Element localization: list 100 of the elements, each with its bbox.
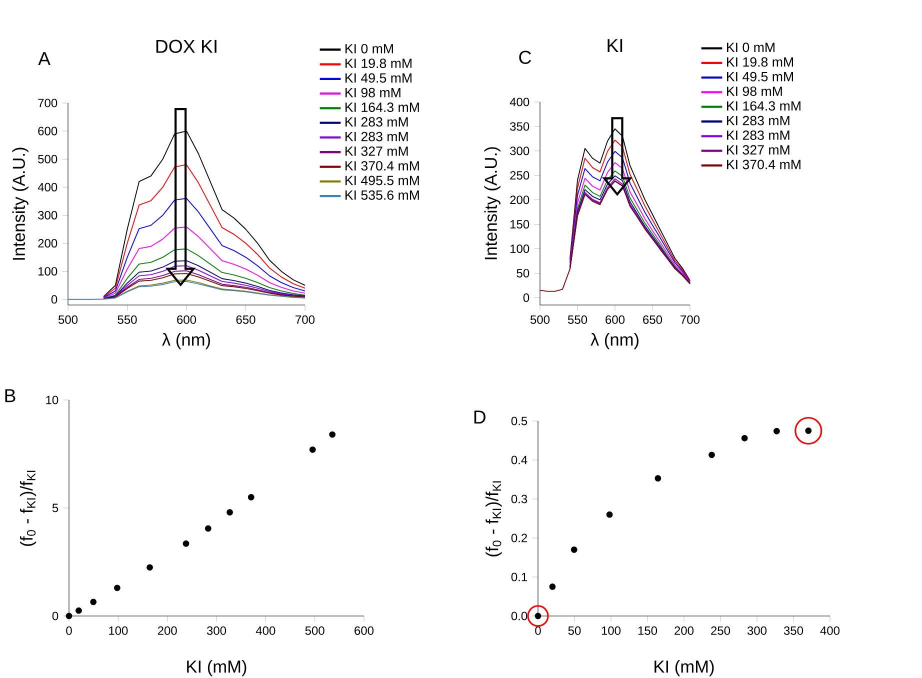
- y-axis-title: (f$_{0}$ - f$_{KI}$)/f$_{KI}$: [20, 470, 36, 546]
- y-tick-label: 250: [510, 171, 530, 180]
- line-series: [103, 198, 306, 298]
- point: [204, 525, 212, 532]
- point: [741, 434, 748, 442]
- x-tick-label: 300: [747, 626, 767, 635]
- x-tick-label: 0: [66, 626, 72, 635]
- legend-label: KI 370.4 mM: [727, 160, 800, 170]
- legend-label: KI 327 mM: [727, 145, 790, 155]
- legend-label: KI 0 mM: [727, 42, 774, 52]
- y-tick-label: 300: [38, 210, 58, 220]
- y-axis-title: Intensity (A.U.): [484, 147, 500, 260]
- legend-label: KI 283 mM: [346, 132, 408, 142]
- point: [146, 564, 153, 571]
- legend-label: KI 327 mM: [346, 146, 408, 156]
- x-tick-label: 650: [643, 315, 662, 324]
- y-tick-label: 400: [510, 98, 530, 106]
- x-tick-label: 700: [680, 315, 700, 324]
- y-tick-label: 350: [510, 122, 530, 131]
- y-tick-label: 0: [523, 293, 530, 302]
- y-tick-label: 0.3: [511, 494, 528, 504]
- chart-title: DOX KI: [156, 40, 216, 53]
- y-tick-label: 300: [510, 146, 530, 156]
- point: [66, 612, 72, 620]
- y-tick-label: 200: [38, 239, 58, 248]
- y-tick-label: 0.1: [511, 572, 528, 582]
- y-tick-label: 150: [510, 220, 530, 229]
- text: D: [474, 410, 486, 424]
- legend-label: KI 49.5 mM: [727, 72, 793, 82]
- text: C: [519, 50, 532, 64]
- y-tick-label: 10: [46, 396, 58, 404]
- x-axis-title: KI (mM): [654, 660, 714, 676]
- point: [774, 428, 780, 434]
- legend-label: KI 495.5 mM: [346, 176, 419, 186]
- point: [708, 452, 715, 458]
- x-tick-label: 50: [568, 626, 581, 635]
- x-tick-label: 500: [305, 626, 324, 635]
- legend-label: KI 370.4 mM: [346, 161, 419, 171]
- y-tick-label: 100: [38, 267, 58, 276]
- point: [182, 540, 190, 547]
- x-tick-label: 600: [606, 315, 625, 324]
- legend-label: KI 164.3 mM: [346, 102, 419, 112]
- legend-label: KI 283 mM: [727, 116, 790, 126]
- legend-label: KI 164.3 mM: [727, 101, 800, 111]
- line-series: [114, 265, 306, 298]
- x-axis-title: λ (nm): [162, 333, 210, 350]
- legend-label: KI 49.5 mM: [346, 73, 412, 83]
- x-tick-label: 100: [109, 626, 128, 635]
- y-tick-label: 0: [51, 295, 58, 304]
- legend-label: KI 0 mM: [346, 44, 393, 54]
- x-tick-label: 550: [568, 315, 588, 324]
- text: A: [38, 52, 51, 65]
- legend-label: KI 98 mM: [727, 86, 782, 96]
- x-tick-label: 350: [784, 626, 804, 635]
- x-tick-label: 600: [354, 626, 374, 635]
- point: [90, 598, 97, 606]
- y-axis-title: Intensity (A.U.): [12, 148, 28, 260]
- y-tick-label: 0.4: [511, 456, 528, 464]
- legend-label: KI 535.6 mM: [346, 190, 419, 200]
- text: B: [5, 389, 16, 402]
- point: [570, 546, 578, 553]
- x-tick-label: 400: [256, 626, 276, 635]
- x-tick-label: 700: [296, 315, 315, 324]
- y-tick-label: 700: [38, 98, 58, 108]
- y-tick-label: 200: [510, 196, 530, 204]
- line-series: [540, 180, 690, 292]
- y-tick-label: 0.5: [511, 416, 528, 426]
- y-tick-label: 400: [38, 182, 58, 192]
- x-tick-label: 500: [58, 315, 78, 324]
- legend-label: KI 283 mM: [727, 130, 790, 140]
- y-tick-label: 0: [52, 612, 58, 620]
- y-tick-label: 100: [510, 244, 530, 253]
- y-tick-label: 0.2: [511, 534, 527, 542]
- y-tick-label: 50: [516, 268, 530, 278]
- point: [76, 607, 82, 614]
- legend-label: KI 283 mM: [346, 117, 408, 127]
- x-tick-label: 250: [711, 626, 730, 635]
- x-tick-label: 200: [674, 626, 694, 635]
- y-tick-label: 0.0: [511, 612, 528, 620]
- x-axis-title: KI (mM): [187, 660, 246, 676]
- line-series: [103, 273, 306, 300]
- line-series: [114, 280, 306, 298]
- y-tick-label: 5: [52, 504, 58, 512]
- point: [654, 475, 662, 482]
- y-tick-label: 600: [38, 126, 58, 136]
- x-tick-label: 200: [158, 626, 177, 635]
- x-tick-label: 550: [118, 315, 137, 324]
- point: [329, 431, 336, 438]
- point: [248, 494, 254, 500]
- point: [114, 584, 120, 592]
- point: [549, 584, 556, 590]
- point: [309, 446, 316, 453]
- legend-label: KI 98 mM: [346, 88, 400, 98]
- x-tick-label: 300: [206, 626, 226, 635]
- line-series: [114, 270, 306, 298]
- chart-title: KI: [608, 39, 622, 52]
- legend-label: KI 19.8 mM: [727, 57, 793, 67]
- x-tick-label: 400: [820, 626, 840, 635]
- y-axis-title: (f$_{0}$ - f$_{KI}$)/f$_{KI}$: [486, 481, 502, 556]
- x-tick-label: 0: [535, 626, 541, 635]
